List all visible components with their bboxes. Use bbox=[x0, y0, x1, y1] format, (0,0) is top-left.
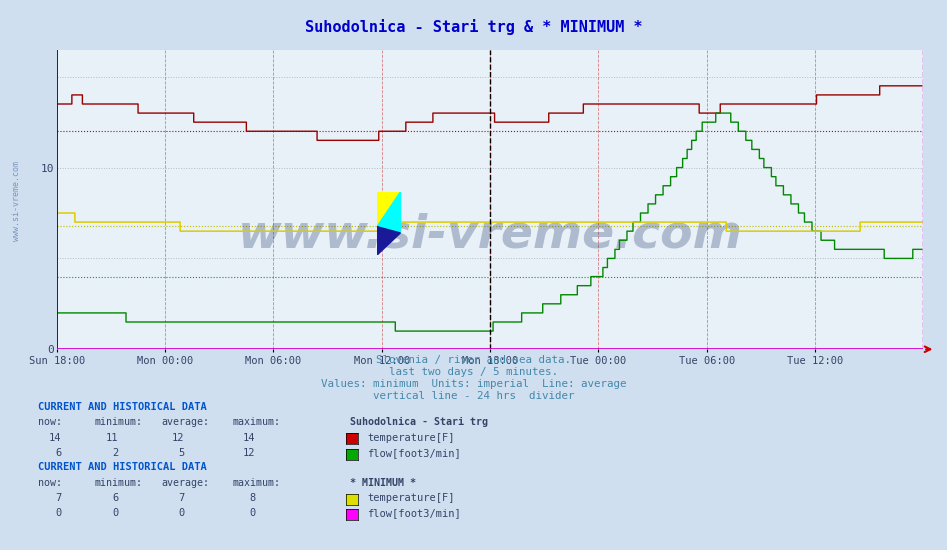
Text: Suhodolnica - Stari trg & * MINIMUM *: Suhodolnica - Stari trg & * MINIMUM * bbox=[305, 19, 642, 35]
Text: www.si-vreme.com: www.si-vreme.com bbox=[238, 213, 742, 258]
Text: vertical line - 24 hrs  divider: vertical line - 24 hrs divider bbox=[373, 391, 574, 401]
Text: Slovenia / river and sea data.: Slovenia / river and sea data. bbox=[376, 355, 571, 365]
Text: temperature[F]: temperature[F] bbox=[367, 432, 455, 443]
Polygon shape bbox=[377, 227, 401, 255]
Text: average:: average: bbox=[161, 477, 209, 488]
Text: 2: 2 bbox=[112, 448, 118, 458]
Text: 5: 5 bbox=[178, 448, 185, 458]
Polygon shape bbox=[377, 192, 401, 233]
Text: CURRENT AND HISTORICAL DATA: CURRENT AND HISTORICAL DATA bbox=[38, 402, 206, 412]
Text: * MINIMUM *: * MINIMUM * bbox=[350, 477, 417, 488]
Text: www.si-vreme.com: www.si-vreme.com bbox=[12, 161, 22, 241]
Text: 11: 11 bbox=[106, 432, 118, 443]
Text: now:: now: bbox=[38, 477, 62, 488]
Text: flow[foot3/min]: flow[foot3/min] bbox=[367, 448, 461, 458]
Text: 0: 0 bbox=[249, 508, 256, 519]
Text: Suhodolnica - Stari trg: Suhodolnica - Stari trg bbox=[350, 417, 489, 427]
Text: maximum:: maximum: bbox=[232, 477, 280, 488]
Text: last two days / 5 minutes.: last two days / 5 minutes. bbox=[389, 367, 558, 377]
Text: 7: 7 bbox=[178, 493, 185, 503]
Text: 0: 0 bbox=[55, 508, 62, 519]
Text: 12: 12 bbox=[243, 448, 256, 458]
Text: 7: 7 bbox=[55, 493, 62, 503]
Text: 12: 12 bbox=[172, 432, 185, 443]
Text: minimum:: minimum: bbox=[95, 417, 143, 427]
Text: 6: 6 bbox=[112, 493, 118, 503]
Polygon shape bbox=[377, 192, 401, 227]
Text: temperature[F]: temperature[F] bbox=[367, 493, 455, 503]
Text: average:: average: bbox=[161, 417, 209, 427]
Text: 14: 14 bbox=[49, 432, 62, 443]
Text: 14: 14 bbox=[243, 432, 256, 443]
Text: now:: now: bbox=[38, 417, 62, 427]
Text: 0: 0 bbox=[178, 508, 185, 519]
Text: maximum:: maximum: bbox=[232, 417, 280, 427]
Text: flow[foot3/min]: flow[foot3/min] bbox=[367, 508, 461, 519]
Text: minimum:: minimum: bbox=[95, 477, 143, 488]
Text: 6: 6 bbox=[55, 448, 62, 458]
Text: 8: 8 bbox=[249, 493, 256, 503]
Text: 0: 0 bbox=[112, 508, 118, 519]
Text: CURRENT AND HISTORICAL DATA: CURRENT AND HISTORICAL DATA bbox=[38, 462, 206, 472]
Text: Values: minimum  Units: imperial  Line: average: Values: minimum Units: imperial Line: av… bbox=[321, 379, 626, 389]
